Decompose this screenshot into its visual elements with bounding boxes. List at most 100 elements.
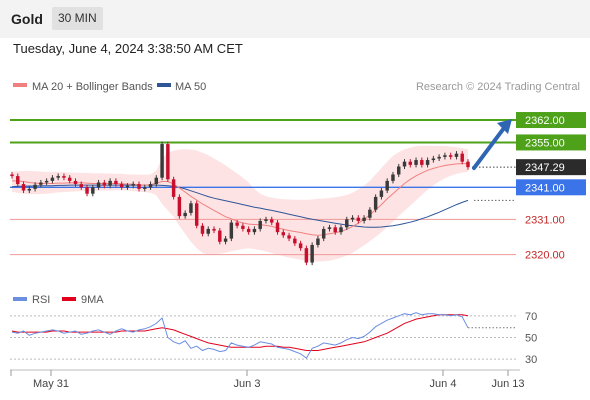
- candle: [333, 227, 337, 233]
- candle: [460, 153, 464, 162]
- candle: [160, 144, 164, 178]
- current-price-label: 2347.29: [525, 162, 565, 174]
- candle: [194, 203, 199, 226]
- candle: [85, 187, 89, 194]
- candle: [56, 176, 60, 178]
- candle: [218, 230, 222, 242]
- candle: [321, 228, 326, 239]
- candle: [356, 217, 361, 221]
- forecast-arrow-shaft: [472, 126, 506, 171]
- level-label-box-2355.00: [516, 134, 586, 151]
- candle: [223, 238, 228, 242]
- copyright-credit: Research © 2024 Trading Central: [416, 81, 580, 93]
- candle: [252, 228, 257, 233]
- header-bar: Gold 30 MIN: [0, 0, 590, 38]
- candle: [437, 156, 441, 159]
- rsi-tick-50: 50: [525, 333, 537, 345]
- candle: [114, 180, 118, 185]
- candle: [143, 187, 147, 189]
- candle: [420, 160, 424, 165]
- candle: [287, 235, 291, 239]
- candle: [281, 232, 286, 236]
- level-label-box-2362.00: [516, 112, 586, 129]
- candle: [466, 161, 470, 168]
- candle: [73, 180, 78, 185]
- candle: [373, 196, 378, 210]
- candle: [241, 225, 245, 229]
- candle: [275, 222, 280, 233]
- candle: [200, 225, 205, 234]
- candle: [27, 188, 32, 191]
- candle: [102, 182, 107, 186]
- level-label-2362.00: 2362.00: [525, 115, 565, 127]
- candle: [350, 217, 355, 220]
- candle: [327, 227, 332, 229]
- candle: [33, 184, 37, 189]
- rsi-tick-30: 30: [525, 354, 537, 366]
- current-price-box: [516, 159, 586, 176]
- instrument-title: Gold: [11, 11, 43, 27]
- ma20-line: [12, 163, 468, 236]
- candle: [206, 228, 210, 234]
- forecast-arrow-head: [497, 119, 512, 135]
- candle: [235, 222, 239, 226]
- timeframe-badge[interactable]: 30 MIN: [52, 7, 103, 30]
- candle: [154, 177, 159, 185]
- candle: [79, 184, 83, 188]
- candle: [148, 184, 153, 188]
- candle: [379, 190, 384, 197]
- candle: [229, 222, 234, 239]
- candle: [368, 209, 372, 218]
- candle: [345, 219, 349, 228]
- ma50-line: [11, 184, 469, 228]
- level-label-2320.00: 2320.00: [525, 250, 565, 262]
- candle: [96, 182, 101, 188]
- candle: [10, 174, 14, 177]
- x-tick-label: Jun 4: [430, 378, 457, 390]
- rsi-layer: 70 50 30: [10, 311, 537, 366]
- candle: [177, 196, 182, 217]
- candle: [443, 155, 447, 157]
- candle: [397, 166, 401, 175]
- candle: [166, 144, 170, 180]
- candle: [414, 160, 418, 165]
- x-tick-label: Jun 13: [491, 378, 524, 390]
- candle: [264, 219, 268, 221]
- candle: [39, 182, 43, 185]
- ma20-legend-swatch: [13, 83, 27, 87]
- candle: [258, 220, 262, 229]
- x-axis: May 31 Jun 3 Jun 4 Jun 13: [10, 370, 525, 390]
- rsi-tick-70: 70: [525, 311, 537, 323]
- ma20-legend-label: MA 20 + Bollinger Bands: [32, 81, 153, 93]
- candle: [21, 184, 26, 191]
- candle: [119, 184, 124, 188]
- level-label-box-2341.00: [516, 179, 586, 196]
- candle: [246, 228, 251, 233]
- candle: [385, 180, 389, 191]
- x-tick-label: May 31: [33, 378, 69, 390]
- rsi-ma-legend-swatch: [62, 297, 76, 301]
- rsi-line: [11, 312, 469, 359]
- rsi-legend-label: RSI: [32, 294, 50, 306]
- candle: [67, 177, 72, 181]
- price-layer: 2362.00 2355.00 2341.00 2331.00 2320.00 2347.…: [10, 112, 586, 266]
- candle: [270, 219, 274, 223]
- level-label-2341.00: 2341.00: [525, 182, 565, 194]
- rsi-ma-line: [11, 314, 469, 351]
- candle: [171, 179, 176, 197]
- level-label-2355.00: 2355.00: [525, 137, 565, 149]
- candle: [189, 203, 193, 213]
- candle: [183, 212, 187, 217]
- level-label-2331.00: 2331.00: [525, 214, 565, 226]
- candle: [293, 238, 297, 244]
- rsi-ma-legend-label: 9MA: [81, 294, 104, 306]
- x-tick-label: Jun 3: [234, 378, 261, 390]
- candle: [44, 180, 49, 183]
- candle: [50, 177, 55, 181]
- ma50-legend-swatch: [157, 83, 171, 87]
- candle: [425, 160, 430, 165]
- candle: [408, 161, 413, 165]
- candle: [304, 248, 309, 263]
- rsi-legend-swatch: [13, 297, 27, 301]
